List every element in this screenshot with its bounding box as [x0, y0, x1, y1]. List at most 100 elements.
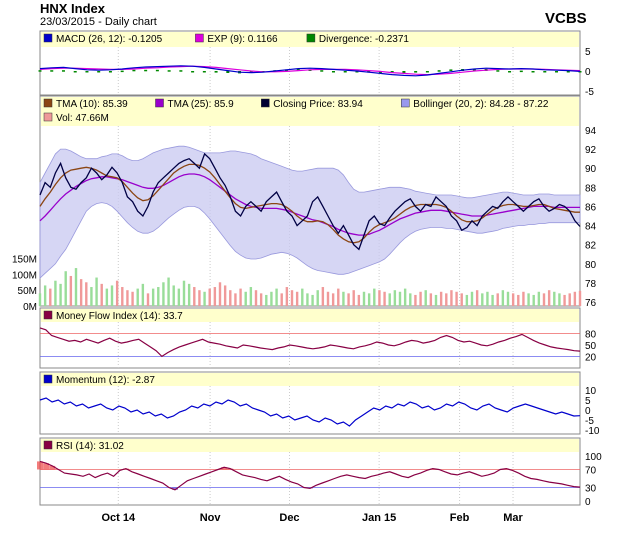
volume-bar [506, 291, 510, 306]
brand-label: VCBS [545, 10, 587, 27]
divergence-bar [508, 71, 512, 73]
divergence-bar [155, 69, 159, 72]
volume-bar [347, 293, 350, 306]
volume-bar [85, 282, 88, 306]
volume-bar [542, 293, 546, 306]
volume-bar [568, 293, 571, 306]
volume-bar [244, 291, 247, 306]
volume-ytick-label: 0M [23, 302, 37, 313]
divergence-bar [249, 71, 253, 73]
volume-bar [362, 291, 366, 306]
volume-bar [481, 293, 484, 306]
price-ytick-label: 92 [585, 145, 597, 156]
rsi-ytick-label: 30 [585, 484, 597, 495]
volume-bar [342, 291, 345, 306]
divergence-bar [414, 71, 418, 73]
divergence-bar [543, 71, 547, 73]
price-legend-label: Bollinger (20, 2): 84.28 - 87.22 [413, 99, 549, 110]
divergence-bar [191, 71, 195, 73]
volume-bar [162, 282, 165, 306]
momentum-legend-label: Momentum (12): -2.87 [56, 375, 155, 386]
volume-bar [414, 294, 417, 306]
divergence-bar [108, 71, 112, 73]
volume-bar [553, 291, 556, 306]
volume-bar [378, 290, 381, 306]
volume-bar [90, 287, 93, 306]
volume-bar [491, 294, 494, 306]
volume-bar [486, 291, 489, 306]
volume-bar [357, 294, 361, 306]
volume-bar [573, 291, 577, 306]
rsi-overbought-fill [49, 465, 56, 470]
price-legend-label: TMA (25): 85.9 [168, 99, 235, 110]
price-ytick-label: 88 [585, 183, 597, 194]
volume-bar [187, 283, 191, 306]
mfi-legend-label: Money Flow Index (14): 33.7 [56, 311, 183, 322]
divergence-bar [61, 70, 65, 72]
price-ytick-label: 78 [585, 279, 597, 290]
divergence-bar [402, 71, 406, 73]
momentum-ytick-label: -10 [585, 426, 600, 437]
volume-bar [511, 293, 515, 306]
divergence-bar [120, 70, 124, 73]
volume-bar [532, 294, 535, 306]
volume-bar [517, 294, 520, 306]
divergence-bar [449, 69, 453, 71]
volume-bar [59, 283, 62, 306]
divergence-bar [355, 71, 359, 73]
volume-bar [429, 293, 433, 306]
rsi-overbought-fill [221, 467, 228, 470]
volume-bar [501, 290, 505, 306]
macd-legend-swatch [306, 33, 316, 43]
volume-bar [115, 280, 119, 306]
volume-bar [198, 290, 201, 306]
volume-bar [475, 290, 479, 306]
volume-bar [439, 291, 443, 306]
volume-bar [326, 291, 330, 306]
rsi-legend-swatch [43, 440, 53, 450]
volume-bar [38, 293, 42, 306]
mfi-line [39, 327, 581, 358]
price-ytick-label: 86 [585, 202, 597, 213]
volume-bar [321, 287, 325, 306]
volume-bar [193, 287, 196, 306]
volume-bar [522, 291, 525, 306]
volume-bar [275, 288, 278, 306]
divergence-bar [437, 70, 441, 72]
price-ytick-label: 82 [585, 241, 597, 252]
rsi-ytick-label: 70 [585, 466, 597, 477]
macd-legend-swatch [43, 33, 53, 43]
volume-bar [49, 288, 52, 306]
volume-bar [470, 291, 474, 306]
volume-bar [100, 283, 103, 306]
divergence-bar [38, 70, 42, 72]
divergence-bar [73, 71, 77, 73]
volume-bar [218, 282, 222, 306]
price-ytick-label: 94 [585, 126, 597, 137]
volume-ytick-label: 100M [12, 270, 37, 281]
volume-bar [229, 290, 232, 306]
volume-bar [403, 288, 407, 306]
divergence-bar [85, 71, 89, 73]
x-axis-label: Nov [200, 512, 222, 524]
volume-bar [234, 293, 237, 306]
price-legend-label: Closing Price: 83.94 [273, 99, 363, 110]
volume-bar [177, 288, 181, 306]
volume-bar [367, 293, 371, 306]
volume-bar [306, 293, 309, 306]
price-ytick-label: 76 [585, 298, 597, 309]
rsi-line [39, 460, 581, 491]
momentum-ytick-label: 0 [585, 406, 591, 417]
momentum-legend-bar [41, 373, 579, 386]
volume-bar [213, 287, 217, 306]
volume-bar [280, 293, 283, 306]
momentum-line [39, 397, 581, 427]
divergence-bar [519, 70, 523, 73]
volume-bar [69, 275, 73, 306]
mfi-ytick-label: 20 [585, 352, 597, 363]
volume-bar [419, 291, 422, 306]
macd-legend-label: Divergence: -0.2371 [319, 34, 409, 45]
macd-legend-label: MACD (26, 12): -0.1205 [56, 34, 163, 45]
macd-legend-label: EXP (9): 0.1166 [207, 34, 278, 45]
